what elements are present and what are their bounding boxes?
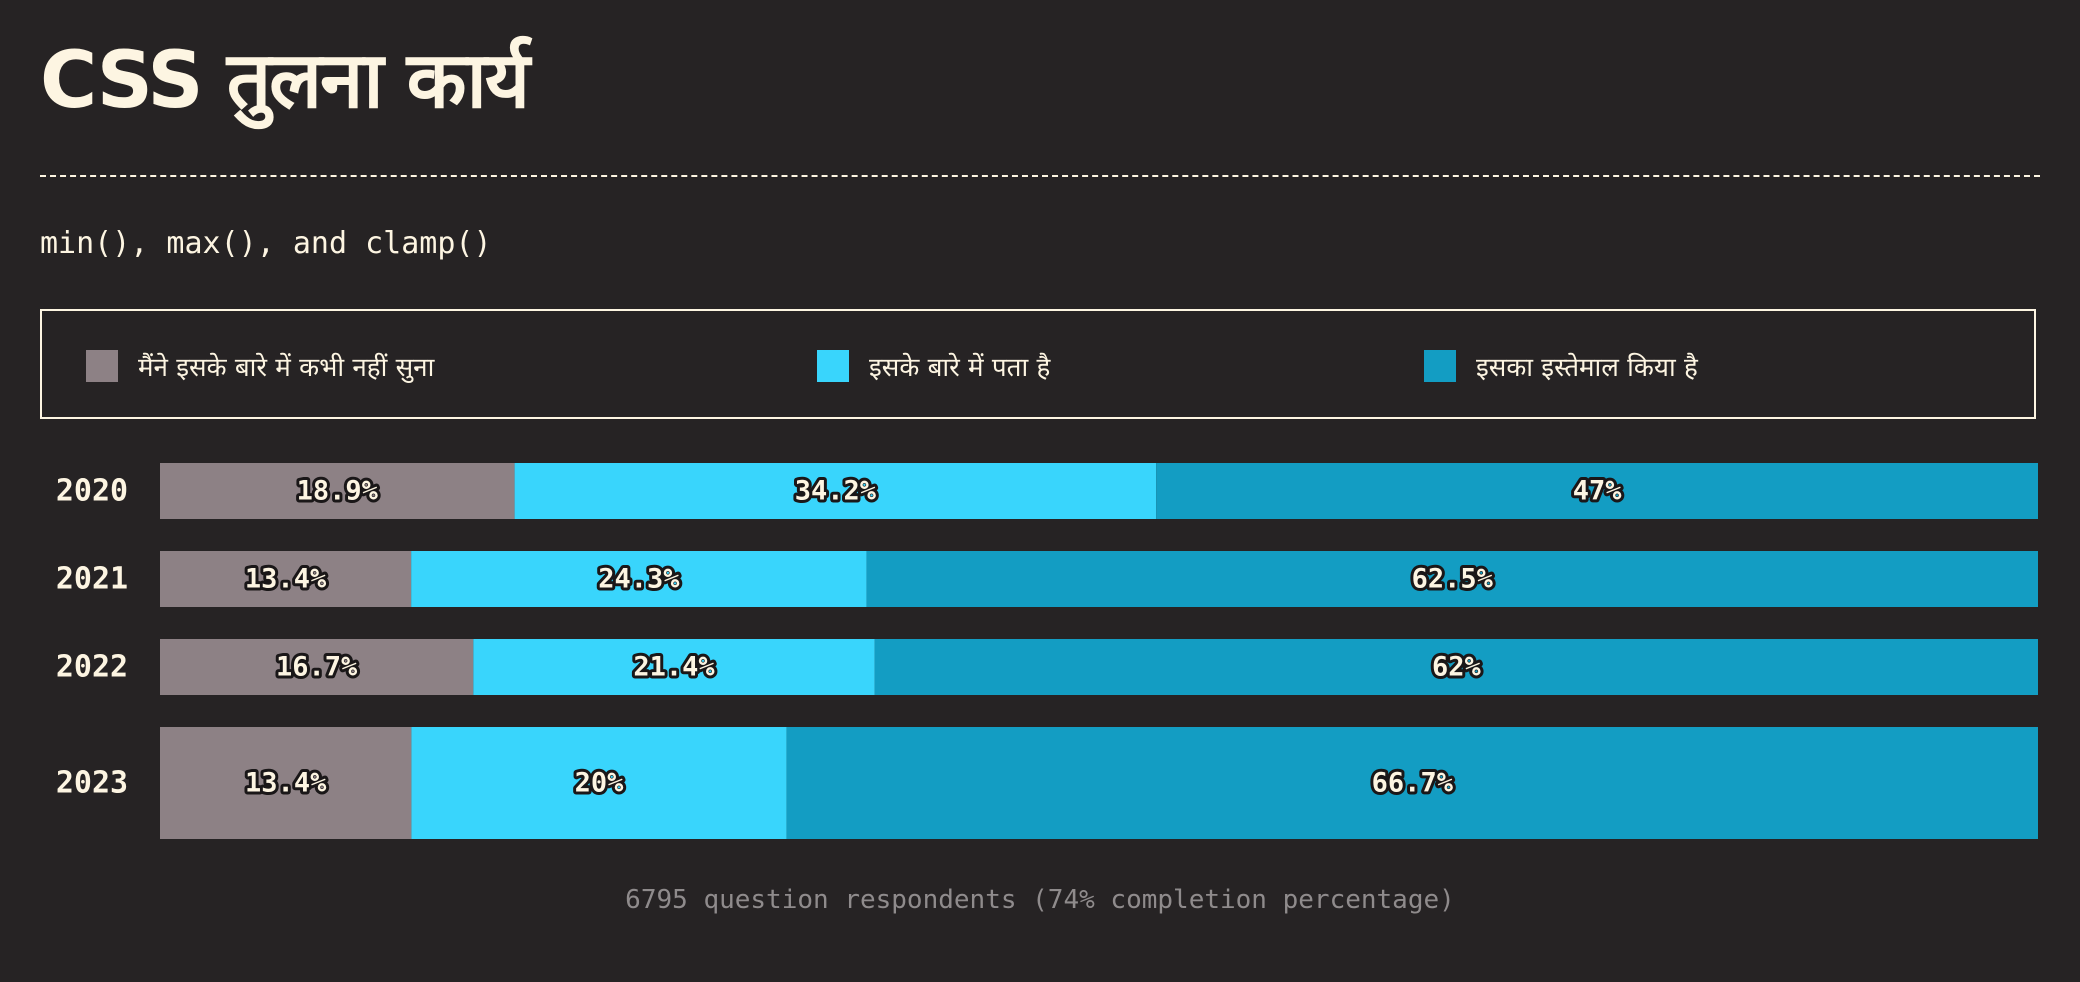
bar-segment-2022-1 [160,639,474,695]
data-label-2022-1: 16.7% [276,652,358,683]
data-label-2020-1: 18.9% [297,476,379,507]
legend-label-used-it: इसका इस्तेमाल किया है [1476,353,1698,383]
bar-segment-2021-3 [866,551,2039,607]
bar-segment-2023-1 [160,727,412,839]
legend-swatch-never-heard [86,350,118,382]
data-label-2021-3: 62.5% [1412,564,1494,595]
data-label-2021-2: 24.3% [598,564,680,595]
bar-segment-2023-2 [411,727,787,839]
year-label: 2023 [56,766,128,801]
year-label: 2022 [56,650,128,685]
data-label-2022-2: 21.4% [633,652,715,683]
page-title: CSS तुलना कार्य [40,36,530,126]
legend-item-used-it: इसका इस्तेमाल किया है [1424,349,1698,383]
bar-segment-2022-2 [473,639,875,695]
legend-label-never-heard: मैंने इसके बारे में कभी नहीं सुना [138,353,435,383]
legend-item-know-about: इसके बारे में पता है [817,349,1050,383]
data-label-2020-3: 47% [1573,476,1623,507]
bar-segment-2021-2 [411,551,867,607]
legend-label-know-about: इसके बारे में पता है [869,353,1051,383]
data-label-2022-3: 62% [1432,652,1482,683]
bar-segment-2020-3 [1156,463,2038,519]
title-divider [40,175,2040,177]
year-label: 2021 [56,562,128,597]
year-label: 2020 [56,474,128,509]
data-label-2021-1: 13.4% [245,564,327,595]
respondents-note: 6795 question respondents (74% completio… [625,885,1455,915]
legend-swatch-know-about [817,350,849,382]
chart-subtitle: min(), max(), and clamp() [40,226,492,261]
data-label-2023-2: 20% [575,768,625,799]
chart-legend: मैंने इसके बारे में कभी नहीं सुना इसके ब… [40,309,2036,419]
stacked-bar-chart: 2020 18.9% 34.2% 47% 2021 13.4% 24.3% 62.5% 2022… [56,463,2039,839]
bar-segment-2020-1 [160,463,515,519]
data-label-2020-2: 34.2% [795,476,877,507]
legend-item-never-heard: मैंने इसके बारे में कभी नहीं सुना [86,349,434,383]
bar-segment-2021-1 [160,551,412,607]
bar-segment-2020-2 [514,463,1157,519]
bar-segment-2023-3 [786,727,2038,839]
legend-swatch-used-it [1424,350,1456,382]
data-label-2023-1: 13.4% [245,768,327,799]
bar-segment-2022-3 [874,639,2038,695]
data-label-2023-3: 66.7% [1372,768,1454,799]
